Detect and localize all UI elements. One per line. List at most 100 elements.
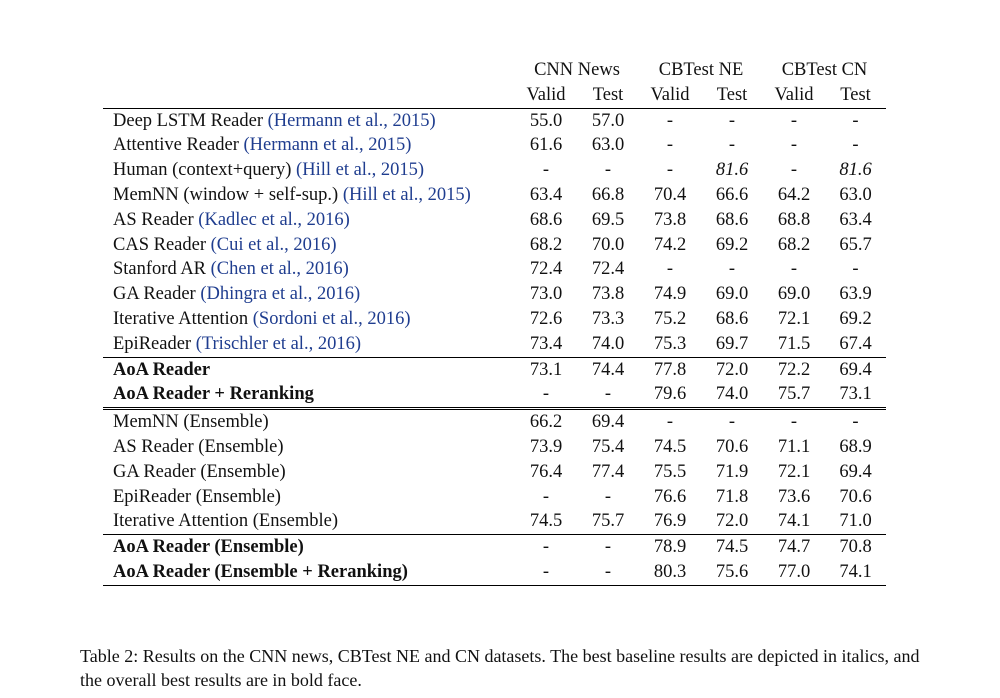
value-cell: -: [515, 559, 577, 586]
value-cell: 69.5: [591, 209, 625, 230]
value-cell: -: [763, 107, 825, 134]
table-row: CAS Reader (Cui et al., 2016) 68.2 70.0 74.…: [103, 233, 886, 258]
table-row: Deep LSTM Reader (Hermann et al., 2015) 5…: [103, 107, 886, 134]
results-body: Deep LSTM Reader (Hermann et al., 2015) 5…: [103, 107, 886, 586]
table-row: Iterative Attention (Ensemble) 74.5 75.7 76…: [103, 509, 886, 534]
model-cell-aoa-reader-reranking: AoA Reader + Reranking: [103, 382, 515, 408]
model-name: Stanford AR: [113, 259, 207, 280]
value-cell: 76.6: [653, 486, 687, 507]
value-cell: -: [852, 259, 859, 280]
model-cell-aoa-reader: AoA Reader: [103, 356, 515, 383]
value-cell: -: [790, 135, 798, 156]
value-cell: 69.0: [777, 284, 811, 305]
value-cell: 64.2: [777, 184, 811, 205]
value-cell: 71.8: [715, 486, 749, 507]
value-cell: 73.0: [529, 284, 563, 305]
table-row: MemNN (Ensemble) 66.2 69.4- - - -: [103, 407, 886, 435]
value-cell: 75.4: [591, 436, 625, 457]
value-cell: -: [515, 534, 577, 560]
citation-link[interactable]: (Cui et al., 2016): [210, 234, 337, 255]
value-cell: -: [604, 160, 612, 181]
table-caption: Table 2: Results on the CNN news, CBTest…: [80, 646, 920, 690]
value-cell: 63.4: [839, 209, 872, 230]
value-cell: 74.0: [591, 333, 625, 354]
model-cell-aoa-reader-ensemble: AoA Reader (Ensemble): [103, 534, 515, 560]
model-cell-epireader: EpiReader (Trischler et al., 2016): [103, 332, 515, 357]
table-row: AoA Reader + Reranking - - 79.6 74.0 75.7 73.1: [103, 382, 886, 408]
citation-link[interactable]: (Dhingra et al., 2016): [200, 284, 361, 305]
value-cell: 72.0: [715, 511, 749, 532]
value-cell: 66.2: [515, 407, 577, 435]
header-cn-test: Test: [840, 84, 871, 105]
value-cell: -: [542, 160, 550, 181]
citation-link[interactable]: (Sordoni et al., 2016): [252, 308, 411, 329]
value-cell: 75.2: [653, 308, 687, 329]
value-cell: 73.9: [529, 436, 563, 457]
model-cell-memnn-ensemble: MemNN (Ensemble): [103, 407, 515, 435]
citation-link[interactable]: (Trischler et al., 2016): [195, 333, 361, 354]
value-cell: 57.0: [577, 107, 639, 134]
citation-link[interactable]: (Hermann et al., 2015): [243, 135, 412, 156]
value-cell: 74.5: [529, 511, 563, 532]
header-cnn-news: CNN News: [534, 60, 620, 80]
value-cell: 74.0: [715, 384, 749, 405]
value-cell: -: [577, 559, 639, 586]
value-cell: 74.5: [653, 436, 687, 457]
value-cell: 73.1: [515, 356, 577, 383]
value-cell: -: [728, 259, 736, 280]
value-cell: 73.3: [591, 308, 625, 329]
model-name: Deep LSTM Reader: [113, 110, 264, 131]
value-cell: -: [639, 107, 701, 134]
model-cell-aoa-reader-ensemble-reranking: AoA Reader (Ensemble + Reranking): [103, 559, 515, 586]
value-cell: 77.0: [763, 559, 825, 586]
value-cell: 77.4: [591, 461, 625, 482]
value-cell: 76.9: [653, 511, 687, 532]
value-cell: 72.2: [763, 356, 825, 383]
header-cn-valid: Valid: [774, 84, 814, 105]
model-cell-as-reader-ensemble: AS Reader (Ensemble): [103, 435, 515, 460]
model-name: GA Reader: [113, 284, 196, 305]
model-name: Iterative Attention (Ensemble): [113, 511, 339, 532]
value-cell: 73.8: [591, 284, 625, 305]
results-table: CNN News CBTest NE CBTest CN Valid Test …: [103, 54, 886, 586]
value-cell: 71.5: [777, 333, 811, 354]
value-cell: 81.6: [839, 160, 872, 181]
value-cell: -: [666, 160, 674, 181]
value-cell: 70.6: [839, 486, 872, 507]
header-subcol-row: Valid Test Valid Test Valid Test: [103, 83, 886, 108]
value-cell: 69.0: [715, 284, 749, 305]
value-cell: 74.9: [653, 284, 687, 305]
table-row: Stanford AR (Chen et al., 2016) 72.4 72.4 -…: [103, 257, 886, 282]
value-cell: 75.6: [701, 559, 763, 586]
model-name: AS Reader (Ensemble): [113, 436, 284, 457]
value-cell: 70.4: [653, 184, 687, 205]
citation-link[interactable]: (Kadlec et al., 2016): [198, 209, 350, 230]
value-cell: 68.2: [777, 234, 811, 255]
value-cell: 74.7: [763, 534, 825, 560]
value-cell: 67.4: [839, 333, 872, 354]
citation-link[interactable]: (Chen et al., 2016): [210, 259, 349, 280]
citation-link[interactable]: (Hill et al., 2015): [296, 160, 424, 181]
value-cell: 73.1: [839, 384, 872, 405]
value-cell: -: [852, 135, 859, 156]
value-cell: 69.2: [839, 308, 872, 329]
value-cell: 66.8: [591, 184, 625, 205]
value-cell: 69.4: [839, 461, 872, 482]
value-cell: 76.4: [529, 461, 563, 482]
value-cell: -: [639, 407, 701, 435]
value-cell: 69.2: [715, 234, 749, 255]
table-row: EpiReader (Ensemble) - - 76.6 71.8 73.6 70.6: [103, 485, 886, 510]
model-name: MemNN (window + self-sup.): [113, 184, 339, 205]
model-name: CAS Reader: [113, 234, 206, 255]
value-cell: 61.6: [529, 135, 563, 156]
value-cell: 74.2: [653, 234, 687, 255]
value-cell: 70.8: [825, 534, 886, 560]
model-cell-stanford-ar: Stanford AR (Chen et al., 2016): [103, 257, 515, 282]
citation-link[interactable]: (Hermann et al., 2015): [267, 110, 436, 131]
citation-link[interactable]: (Hill et al., 2015): [342, 184, 471, 205]
value-cell: 74.1: [825, 559, 886, 586]
value-cell: 72.0: [701, 356, 763, 383]
value-cell: 75.3: [653, 333, 687, 354]
value-cell: 68.8: [777, 209, 811, 230]
value-cell: 81.6: [715, 160, 749, 181]
